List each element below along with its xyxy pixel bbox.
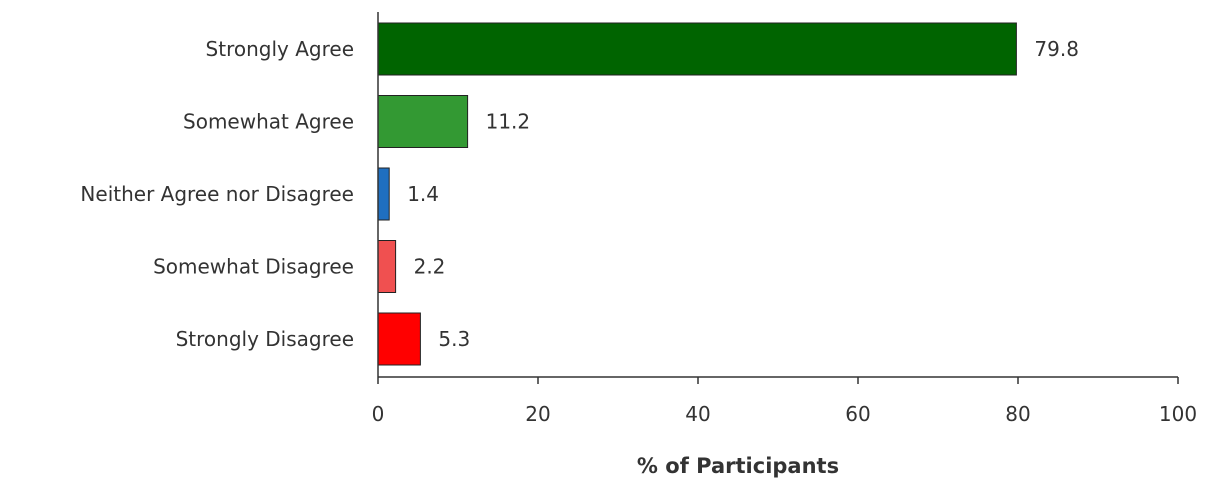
x-tick-label-80: 80 — [1005, 402, 1030, 426]
bars-layer — [377, 22, 1017, 366]
bar-strongly-disagree — [377, 312, 421, 366]
bar-somewhat-disagree — [377, 240, 397, 293]
bar-neither-agree-nor-disagree — [377, 167, 390, 221]
x-tick-label-20: 20 — [525, 402, 550, 426]
labels-layer: Strongly Agree 79.8 Somewhat Agree 11.2 Neit… — [80, 37, 1079, 351]
bar-somewhat-agree — [377, 95, 469, 148]
x-tick-label-0: 0 — [372, 402, 385, 426]
x-tick-label-60: 60 — [845, 402, 870, 426]
data-label-somewhat-disagree: 2.2 — [414, 255, 446, 279]
data-label-strongly-agree: 79.8 — [1034, 37, 1079, 61]
x-tick-label-40: 40 — [685, 402, 710, 426]
category-label-somewhat-disagree: Somewhat Disagree — [153, 255, 354, 279]
x-axis-title: % of Participants — [637, 454, 839, 478]
axis-layer: 0 20 40 60 80 100 — [372, 12, 1197, 426]
data-label-somewhat-agree: 11.2 — [486, 110, 531, 134]
category-label-strongly-agree: Strongly Agree — [206, 37, 354, 61]
data-label-strongly-disagree: 5.3 — [438, 327, 470, 351]
x-tick-label-100: 100 — [1159, 402, 1197, 426]
bar-strongly-agree — [377, 22, 1017, 76]
category-label-neither-agree-nor-disagree: Neither Agree nor Disagree — [80, 182, 354, 206]
data-label-neither-agree-nor-disagree: 1.4 — [407, 182, 439, 206]
category-label-strongly-disagree: Strongly Disagree — [176, 327, 354, 351]
category-label-somewhat-agree: Somewhat Agree — [183, 110, 354, 134]
